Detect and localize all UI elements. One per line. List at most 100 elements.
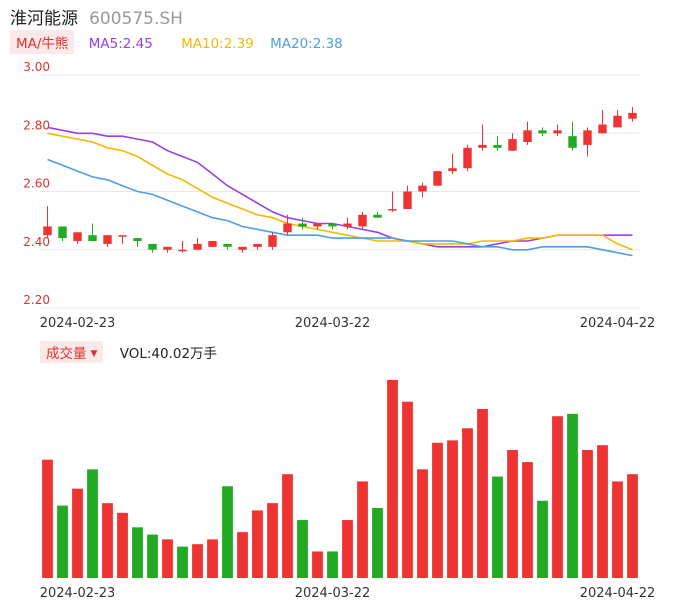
candle-body bbox=[88, 235, 97, 242]
candle-body bbox=[553, 130, 562, 134]
candle-body bbox=[583, 130, 592, 145]
candle-body bbox=[208, 241, 217, 247]
volume-bar bbox=[477, 408, 488, 578]
volume-bar bbox=[387, 380, 398, 578]
candle-body bbox=[613, 115, 622, 128]
candle-body bbox=[403, 191, 412, 209]
candle-body bbox=[448, 168, 457, 172]
candle-body bbox=[523, 130, 532, 142]
volume-bar bbox=[402, 401, 413, 578]
candle-body bbox=[238, 246, 247, 250]
volume-bar bbox=[237, 532, 248, 578]
volume-bar bbox=[162, 539, 173, 578]
volume-indicator-selector[interactable]: 成交量 ▼ bbox=[40, 341, 104, 363]
candle-body bbox=[343, 223, 352, 227]
x-tick-label: 2024-02-23 bbox=[40, 586, 116, 601]
volume-bar bbox=[267, 503, 278, 578]
volume-bar bbox=[522, 462, 533, 578]
volume-bar bbox=[252, 510, 263, 578]
volume-bar bbox=[432, 442, 443, 578]
volume-bar bbox=[222, 486, 233, 578]
candle-body bbox=[253, 243, 262, 247]
candle-body bbox=[373, 214, 382, 218]
volume-bar bbox=[177, 546, 188, 578]
volume-bar bbox=[507, 450, 518, 578]
candle-body bbox=[628, 112, 637, 119]
candle-body bbox=[568, 136, 577, 148]
candle-body bbox=[328, 223, 337, 227]
candle-body bbox=[193, 243, 202, 250]
price-x-axis: 2024-02-23 2024-03-22 2024-04-22 bbox=[40, 316, 656, 331]
volume-bar bbox=[627, 474, 638, 578]
volume-bar bbox=[117, 512, 128, 578]
volume-bar bbox=[492, 476, 503, 578]
candle-body bbox=[388, 208, 397, 211]
volume-bar bbox=[57, 505, 68, 578]
candle-body bbox=[313, 223, 322, 227]
volume-bar bbox=[417, 469, 428, 578]
candle-body bbox=[463, 147, 472, 169]
candle-body bbox=[133, 238, 142, 242]
ma5-line bbox=[47, 126, 633, 248]
candle-body bbox=[538, 130, 547, 134]
y-tick-label: 2.80 bbox=[23, 118, 50, 132]
volume-bar bbox=[102, 503, 113, 578]
ma10-legend-item: MA10:2.39 bbox=[181, 36, 254, 52]
ma10-line bbox=[47, 132, 633, 251]
volume-bar bbox=[207, 539, 218, 578]
volume-bar bbox=[327, 551, 338, 578]
candle-body bbox=[163, 246, 172, 250]
candle-body bbox=[433, 171, 442, 186]
price-grid bbox=[40, 74, 640, 309]
volume-bar bbox=[567, 413, 578, 578]
volume-bar bbox=[372, 507, 383, 578]
stock-name: 淮河能源 bbox=[10, 9, 78, 29]
volume-bar bbox=[282, 474, 293, 578]
volume-bar bbox=[537, 500, 548, 578]
volume-bar bbox=[552, 416, 563, 578]
y-tick-label: 3.00 bbox=[23, 60, 50, 74]
x-tick-label: 2024-04-22 bbox=[580, 316, 656, 331]
x-tick-label: 2024-04-22 bbox=[580, 586, 656, 601]
price-y-axis: 3.00 2.80 2.60 2.40 2.20 bbox=[23, 60, 50, 307]
ma-lines bbox=[47, 126, 633, 257]
volume-bar bbox=[192, 544, 203, 578]
candle-body bbox=[508, 139, 517, 151]
candle-body bbox=[358, 214, 367, 227]
volume-bar bbox=[87, 469, 98, 578]
candle-body bbox=[103, 235, 112, 244]
ma5-legend-item: MA5:2.45 bbox=[88, 36, 153, 52]
candle-body bbox=[43, 226, 52, 236]
volume-x-axis: 2024-02-23 2024-03-22 2024-04-22 bbox=[40, 586, 656, 601]
volume-bar bbox=[42, 459, 53, 578]
x-tick-label: 2024-03-22 bbox=[295, 586, 371, 601]
volume-bar bbox=[297, 520, 308, 578]
volume-value: VOL:40.02万手 bbox=[119, 346, 218, 362]
caret-down-icon: ▼ bbox=[90, 349, 98, 359]
volume-bar bbox=[147, 534, 158, 578]
candle-body bbox=[58, 226, 67, 239]
ma-mode-selector[interactable]: MA/牛熊 bbox=[10, 30, 75, 54]
candle-body bbox=[418, 185, 427, 192]
volume-bar bbox=[462, 428, 473, 578]
volume-bar bbox=[447, 440, 458, 578]
volume-legend: 成交量 ▼ VOL:40.02万手 bbox=[40, 341, 217, 363]
ma20-line bbox=[47, 158, 633, 257]
candle-body bbox=[148, 243, 157, 250]
volume-bar bbox=[357, 481, 368, 578]
candle-body bbox=[118, 235, 127, 237]
x-tick-label: 2024-03-22 bbox=[295, 316, 371, 331]
volume-bar bbox=[612, 481, 623, 578]
volume-indicator-label: 成交量 bbox=[46, 346, 87, 362]
volume-bar bbox=[312, 551, 323, 578]
candle-body bbox=[283, 223, 292, 233]
stock-title: 淮河能源 600575.SH bbox=[10, 4, 183, 29]
y-tick-label: 2.20 bbox=[23, 293, 50, 307]
y-tick-label: 2.60 bbox=[23, 177, 50, 191]
volume-bars bbox=[42, 380, 638, 578]
stock-code: 600575.SH bbox=[89, 9, 183, 29]
y-tick-label: 2.40 bbox=[23, 235, 50, 249]
ma-legend: MA/牛熊 MA5:2.45 MA10:2.39 MA20:2.38 bbox=[10, 30, 343, 54]
volume-bar bbox=[582, 450, 593, 578]
